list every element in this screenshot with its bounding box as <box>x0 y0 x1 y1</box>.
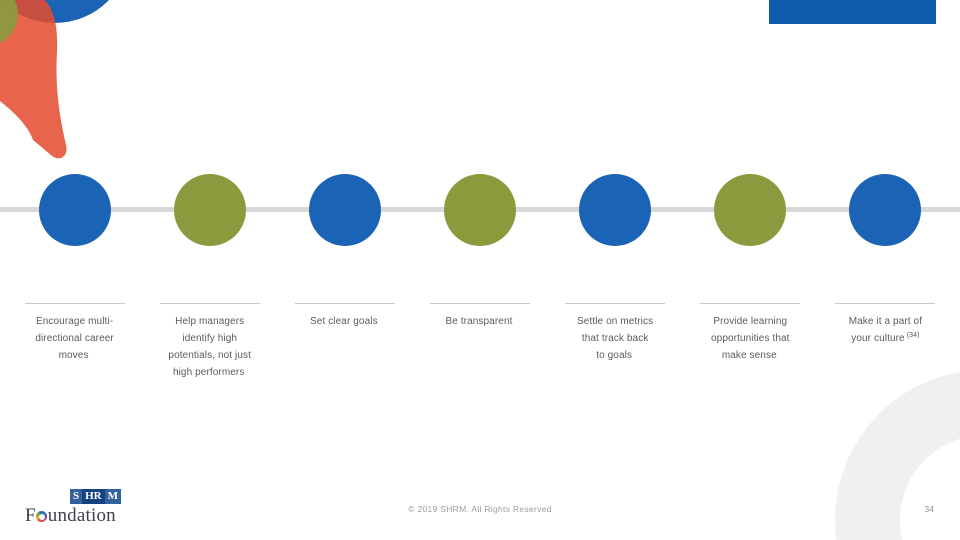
timeline-step-label: Make it a part of your culture (34) <box>818 313 953 348</box>
timeline-step-label-text: Help managers identify high potentials, … <box>168 316 252 378</box>
orange-swoosh-decor <box>0 0 67 159</box>
timeline-step-label-superscript: (34) <box>906 332 920 339</box>
timeline-step-label: Help managers identify high potentials, … <box>142 313 277 382</box>
timeline-step: Encourage multi- directional career move… <box>7 174 142 382</box>
shrm-logo-hr-block: HR <box>82 489 105 504</box>
timeline-step-circle <box>849 174 922 246</box>
timeline-step-circle <box>443 174 516 246</box>
shrm-logo-m-block: M <box>104 489 121 504</box>
decorative-circles-top-left <box>0 0 110 159</box>
timeline-step-label-text: Be transparent <box>445 316 513 327</box>
timeline-step: Make it a part of your culture (34) <box>818 174 953 382</box>
timeline-step-divider <box>835 303 936 304</box>
timeline-step-circle <box>579 174 652 246</box>
foundation-text-suffix: undation <box>47 505 116 526</box>
timeline-step: Be transparent <box>412 174 547 382</box>
timeline-step-label-text: Settle on metrics that track back to goa… <box>577 316 654 361</box>
timeline-step-divider <box>429 303 530 304</box>
timeline-step-divider <box>294 303 395 304</box>
timeline-step-circle <box>173 174 246 246</box>
foundation-o-ring-icon <box>36 511 48 522</box>
top-right-accent-bar <box>769 0 936 24</box>
timeline-step-divider <box>700 303 801 304</box>
timeline-step-circle <box>714 174 787 246</box>
timeline-step-circle <box>38 174 111 246</box>
shrm-logo-blocks: S HR M <box>25 489 122 504</box>
timeline-step-divider <box>565 303 666 304</box>
timeline-step-label-text: Encourage multi- directional career move… <box>35 316 114 361</box>
decorative-ring-bottom-right <box>835 370 960 540</box>
copyright-text: © 2019 SHRM. All Rights Reserved <box>408 504 552 514</box>
page-number: 34 <box>924 504 934 514</box>
timeline-step-divider <box>159 303 260 304</box>
olive-circle-decor <box>0 0 18 43</box>
timeline-step-label: Set clear goals <box>277 313 412 331</box>
timeline-step: Provide learning opportunities that make… <box>683 174 818 382</box>
timeline-step-label: Be transparent <box>412 313 547 331</box>
timeline: Encourage multi- directional career move… <box>7 174 953 382</box>
foundation-text-prefix: F <box>25 505 36 526</box>
timeline-step-label-text: Make it a part of your culture <box>848 316 923 344</box>
timeline-step-circle <box>308 174 381 246</box>
timeline-step-label-text: Provide learning opportunities that make… <box>711 316 790 361</box>
shrm-logo-s-block: S <box>69 489 83 504</box>
timeline-step-divider <box>24 303 125 304</box>
timeline-step: Help managers identify high potentials, … <box>142 174 277 382</box>
timeline-step: Set clear goals <box>277 174 412 382</box>
timeline-step-label: Provide learning opportunities that make… <box>683 313 818 365</box>
timeline-step: Settle on metrics that track back to goa… <box>548 174 683 382</box>
timeline-step-label-text: Set clear goals <box>310 316 378 327</box>
timeline-step-label: Settle on metrics that track back to goa… <box>548 313 683 365</box>
timeline-step-label: Encourage multi- directional career move… <box>7 313 142 365</box>
